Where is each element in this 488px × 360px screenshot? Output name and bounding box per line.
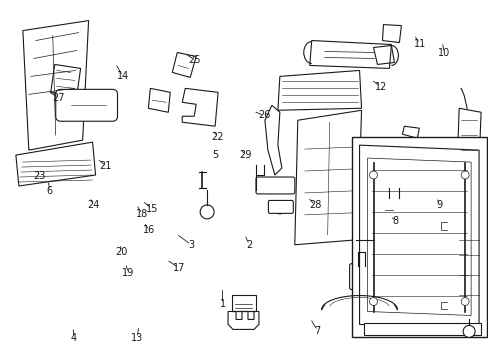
Text: 12: 12 [374,82,386,92]
Text: 14: 14 [116,71,128,81]
Text: 24: 24 [87,200,100,210]
Text: 22: 22 [211,132,224,142]
Circle shape [456,153,464,161]
Text: 18: 18 [136,209,148,219]
FancyBboxPatch shape [56,89,117,121]
Text: 21: 21 [99,161,112,171]
Text: 8: 8 [392,216,398,226]
Text: 27: 27 [52,93,64,103]
Text: 15: 15 [145,204,158,214]
Text: 11: 11 [413,39,425,49]
Text: 23: 23 [34,171,46,181]
Circle shape [462,325,474,337]
Text: 9: 9 [435,200,442,210]
Text: 16: 16 [143,225,155,235]
Text: 5: 5 [212,150,218,160]
Text: 6: 6 [46,186,53,196]
Circle shape [460,298,468,306]
FancyBboxPatch shape [349,264,371,289]
Circle shape [460,171,468,179]
Text: 25: 25 [188,55,201,65]
Circle shape [369,298,377,306]
Circle shape [273,202,285,214]
Text: 20: 20 [115,247,128,257]
Bar [383,198,405,218]
Text: 2: 2 [246,239,252,249]
Text: 7: 7 [314,325,320,336]
Text: 19: 19 [122,267,134,278]
Bar [351,137,486,337]
Text: 3: 3 [187,239,194,249]
Text: 29: 29 [239,150,251,160]
Text: 10: 10 [437,48,449,58]
Text: 17: 17 [172,263,184,273]
Circle shape [200,205,214,219]
FancyBboxPatch shape [268,201,293,213]
FancyBboxPatch shape [255,177,294,194]
Text: 4: 4 [71,333,77,343]
Text: 28: 28 [308,200,321,210]
Text: 13: 13 [131,333,143,343]
Circle shape [369,171,377,179]
Bar [363,323,480,336]
Text: 1: 1 [219,299,225,309]
Text: 26: 26 [257,111,269,121]
